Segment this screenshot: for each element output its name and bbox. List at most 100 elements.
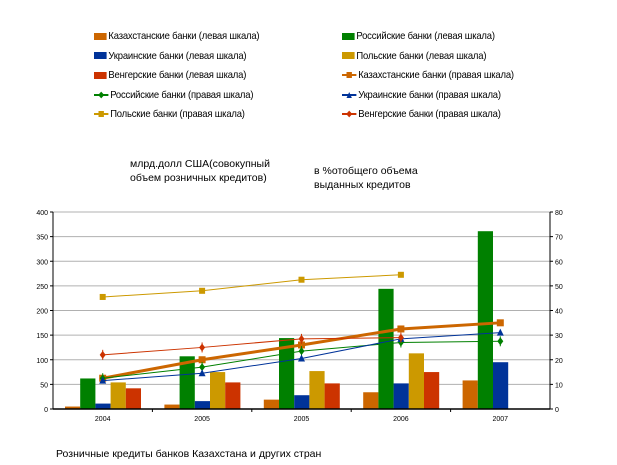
legend-label: Украинские банки (правая шкала) [358, 88, 501, 101]
data-point [198, 369, 206, 377]
bar [225, 382, 241, 409]
bar [309, 371, 325, 409]
left-axis-note: млрд.долл США(совокупный объем розничных… [130, 157, 270, 185]
right-axis-note: в %отобщего объема выданных кредитов [314, 164, 418, 192]
legend-item: Украинские банки (левая шкала) [94, 49, 247, 62]
right-tick-label: 80 [555, 210, 563, 217]
bar [80, 378, 96, 409]
bar [279, 338, 295, 409]
legend-line-swatch [94, 91, 109, 99]
left-tick-label: 50 [40, 382, 48, 389]
legend-item: Польские банки (левая шкала) [342, 50, 486, 62]
legend-label: Российские банки (левая шкала) [356, 30, 495, 42]
bar [393, 383, 409, 409]
data-point [397, 325, 405, 333]
legend-label: Венгерские банки (левая шкала) [108, 69, 247, 81]
legend-item: Казахстанские банки (левая шкала) [94, 30, 260, 42]
bar [363, 392, 379, 409]
legend-line-swatch [94, 110, 109, 118]
bar [164, 404, 180, 409]
left-tick-label: 400 [36, 210, 48, 217]
bar [462, 380, 478, 409]
legend-line-swatch [342, 71, 357, 79]
data-point [298, 354, 305, 362]
left-tick-label: 250 [36, 284, 48, 291]
bars [65, 231, 509, 409]
x-tick-label: 2005 [294, 416, 310, 423]
bar [424, 372, 440, 409]
bar [65, 406, 81, 409]
left-tick-label: 200 [36, 309, 48, 316]
legend-label: Казахстанские банки (левая шкала) [108, 30, 260, 42]
right-axis-note-line-1: в %отобщего объема [314, 165, 418, 177]
left-tick-label: 150 [36, 333, 48, 340]
data-point [298, 276, 305, 283]
legend-swatch [94, 71, 107, 79]
data-point [99, 293, 106, 300]
data-point [496, 319, 504, 327]
bar [493, 362, 509, 409]
legend-swatch [342, 32, 355, 40]
bar [408, 353, 424, 409]
bar [110, 382, 126, 409]
legend-item: Российские банки (левая шкала) [342, 30, 495, 42]
right-tick-label: 60 [555, 259, 563, 266]
bar [378, 288, 394, 409]
bar [324, 383, 340, 409]
bar [477, 231, 493, 409]
data-point [199, 287, 206, 294]
legend-label: Российские банки (правая шкала) [110, 88, 254, 101]
legend-swatch [94, 32, 107, 40]
legend-label: Польские банки (правая шкала) [110, 108, 245, 120]
bar [95, 403, 111, 409]
series-line [102, 337, 401, 356]
x-tick-label: 2006 [393, 416, 409, 423]
legend-item: Венгерские банки (левая шкала) [94, 69, 246, 81]
legend-label: Казахстанские банки (правая шкала) [358, 69, 514, 81]
legend-label: Украинские банки (левая шкала) [108, 49, 247, 62]
x-tick-label: 2004 [95, 416, 111, 423]
left-axis-note-line-2: объем розничных кредитов) [130, 172, 267, 184]
legend-line-swatch [342, 91, 357, 99]
chart-caption: Розничные кредиты банков Казахстана и др… [56, 448, 322, 460]
legend-line-swatch [342, 110, 357, 118]
right-tick-label: 10 [555, 382, 563, 389]
axes: 0 50 100 150 200 250 300 350 400 0 10 20 30 40 50 60 70 8… [36, 210, 563, 423]
right-tick-label: 50 [555, 284, 563, 291]
left-tick-label: 100 [36, 358, 48, 365]
x-tick-label: 2007 [493, 416, 509, 423]
legend-item: Российские банки (правая шкала) [94, 89, 253, 101]
right-tick-label: 30 [555, 333, 563, 340]
left-tick-label: 350 [36, 235, 48, 242]
legend-item: Казахстанские банки (правая шкала) [342, 69, 514, 81]
left-tick-label: 300 [36, 259, 48, 266]
legend-item: Венгерские банки (правая шкала) [342, 108, 501, 120]
data-point [99, 376, 107, 384]
x-tick-label: 2005 [194, 416, 210, 423]
right-tick-label: 70 [555, 235, 563, 242]
left-tick-label: 0 [44, 407, 48, 414]
data-point [397, 271, 404, 278]
right-tick-label: 0 [555, 407, 559, 414]
left-axis-note-line-1: млрд.долл США(совокупный [130, 158, 270, 170]
bar [125, 388, 141, 409]
data-point [198, 356, 206, 364]
legend-item: Польские банки (правая шкала) [94, 108, 245, 120]
data-point [496, 328, 504, 336]
legend-item: Украинские банки (правая шкала) [342, 89, 501, 101]
right-axis-note-line-2: выданных кредитов [314, 179, 411, 191]
bar [294, 395, 310, 409]
bar [210, 372, 226, 409]
right-tick-label: 20 [555, 358, 563, 365]
lines [99, 271, 504, 384]
legend-label: Венгерские банки (правая шкала) [358, 108, 501, 120]
legend-swatch [342, 52, 355, 59]
legend-swatch [94, 52, 107, 59]
series-line [102, 274, 401, 298]
bar [194, 401, 210, 409]
bar [263, 399, 279, 409]
legend-label: Польские банки (левая шкала) [356, 49, 487, 62]
right-tick-label: 40 [555, 309, 563, 316]
data-point [298, 341, 305, 349]
